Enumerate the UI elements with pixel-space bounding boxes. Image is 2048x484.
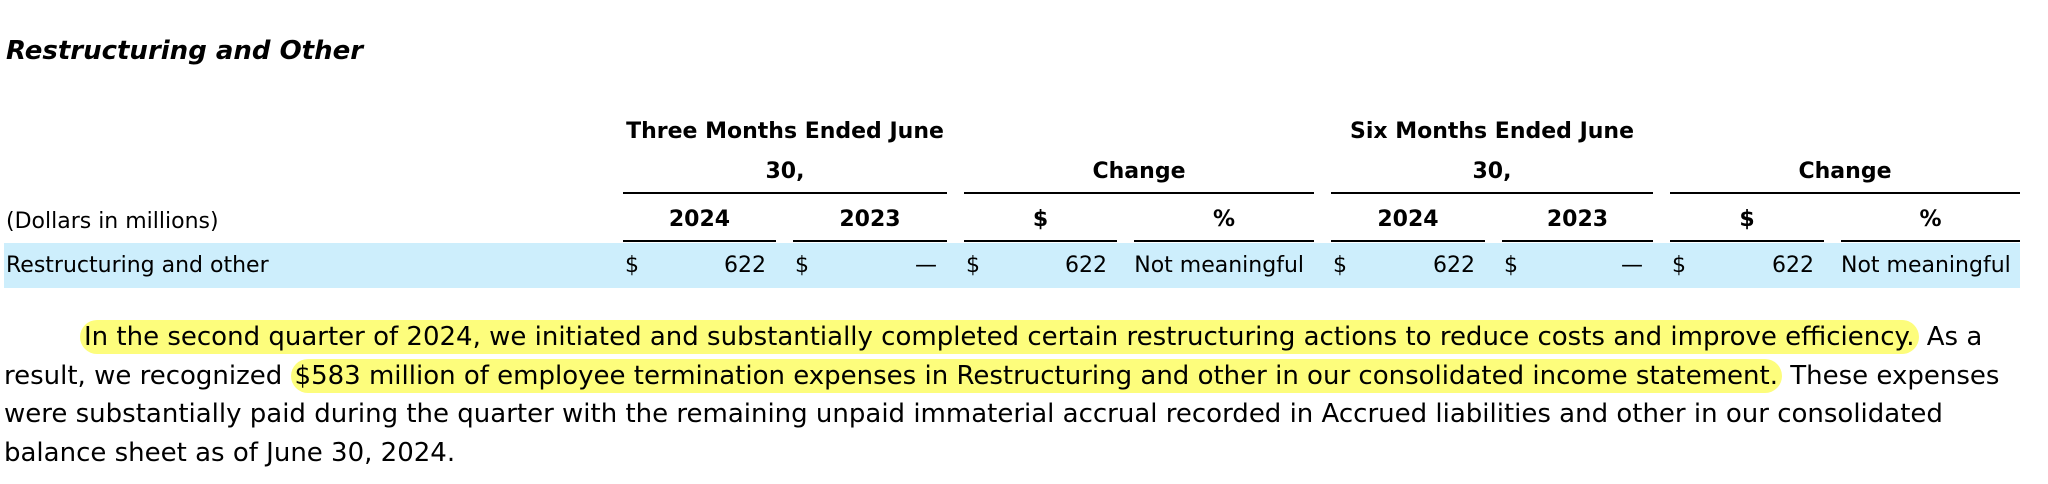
currency-symbol: $ [1672,253,1686,278]
cell-value: Not meaningful [1841,253,2011,278]
text: As a result, we recognized [4,322,1983,391]
currency-symbol: $ [795,253,809,278]
column-header: $ [964,200,1117,242]
group-header: Change [964,110,1314,194]
group-header: Three Months Ended June 30, [623,110,947,194]
column-header: 2024 [1331,200,1485,242]
row-label: Restructuring and other [6,253,269,278]
cell-value: — [915,253,937,278]
text: These expenses were substantially paid d… [4,360,2000,468]
currency-symbol: $ [1504,253,1518,278]
column-header: $ [1670,200,1824,242]
section-title: Restructuring and Other [6,36,364,66]
highlighted-text: In the second quarter of 2024, we initia… [80,320,1919,354]
column-header: 2024 [623,200,776,242]
row-highlight [4,243,2020,288]
cell-value: Not meaningful [1134,253,1304,278]
currency-symbol: $ [625,253,639,278]
paragraph: In the second quarter of 2024, we initia… [4,318,2000,472]
column-header: % [1841,200,2020,242]
cell-value: — [1621,253,1643,278]
column-header: % [1134,200,1314,242]
cell-value: 622 [1772,253,1814,278]
cell-value: 622 [1433,253,1475,278]
stub-header: (Dollars in millions) [6,209,219,234]
currency-symbol: $ [966,253,980,278]
group-header: Six Months Ended June 30, [1331,110,1653,194]
column-header: 2023 [1502,200,1653,242]
group-header: Change [1670,110,2020,194]
column-header: 2023 [793,200,947,242]
cell-value: 622 [724,253,766,278]
highlighted-text: $583 million of employee termination exp… [290,358,1782,393]
cell-value: 622 [1065,253,1107,278]
currency-symbol: $ [1333,253,1347,278]
